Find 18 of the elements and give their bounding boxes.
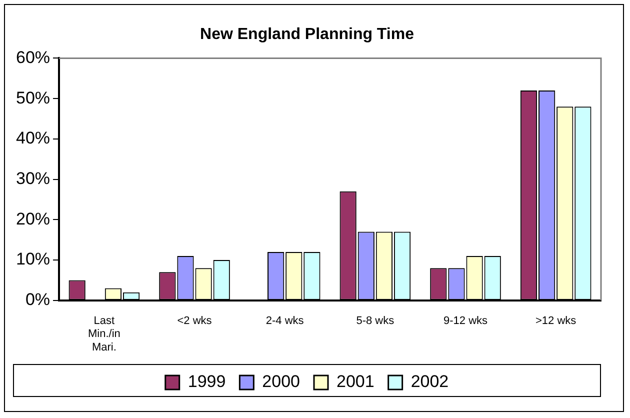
x-tick-label: >12 wks: [536, 315, 577, 328]
legend-label: 2002: [410, 372, 449, 392]
chart-title: New England Planning Time: [200, 26, 414, 44]
y-tick-label: 0%: [25, 290, 50, 310]
x-tick-label: 5-8 wks: [356, 315, 395, 328]
y-tick-label: 60%: [16, 48, 50, 67]
y-tick-label: 30%: [16, 168, 50, 188]
y-tick-label: 40%: [16, 128, 50, 148]
legend-label: 2000: [262, 372, 300, 392]
x-tick-label: 9-12 wks: [443, 315, 488, 328]
y-tick-label: 10%: [16, 250, 50, 269]
y-tick-label: 50%: [16, 88, 50, 108]
x-tick-label: 2-4 wks: [266, 315, 304, 328]
legend-label: 2001: [336, 372, 374, 392]
legend-label: 1999: [188, 372, 226, 392]
x-tick-label: Last Min./in Mari.: [88, 315, 120, 354]
x-tick-label: <2 wks: [177, 315, 212, 328]
y-tick-label: 20%: [16, 209, 50, 228]
